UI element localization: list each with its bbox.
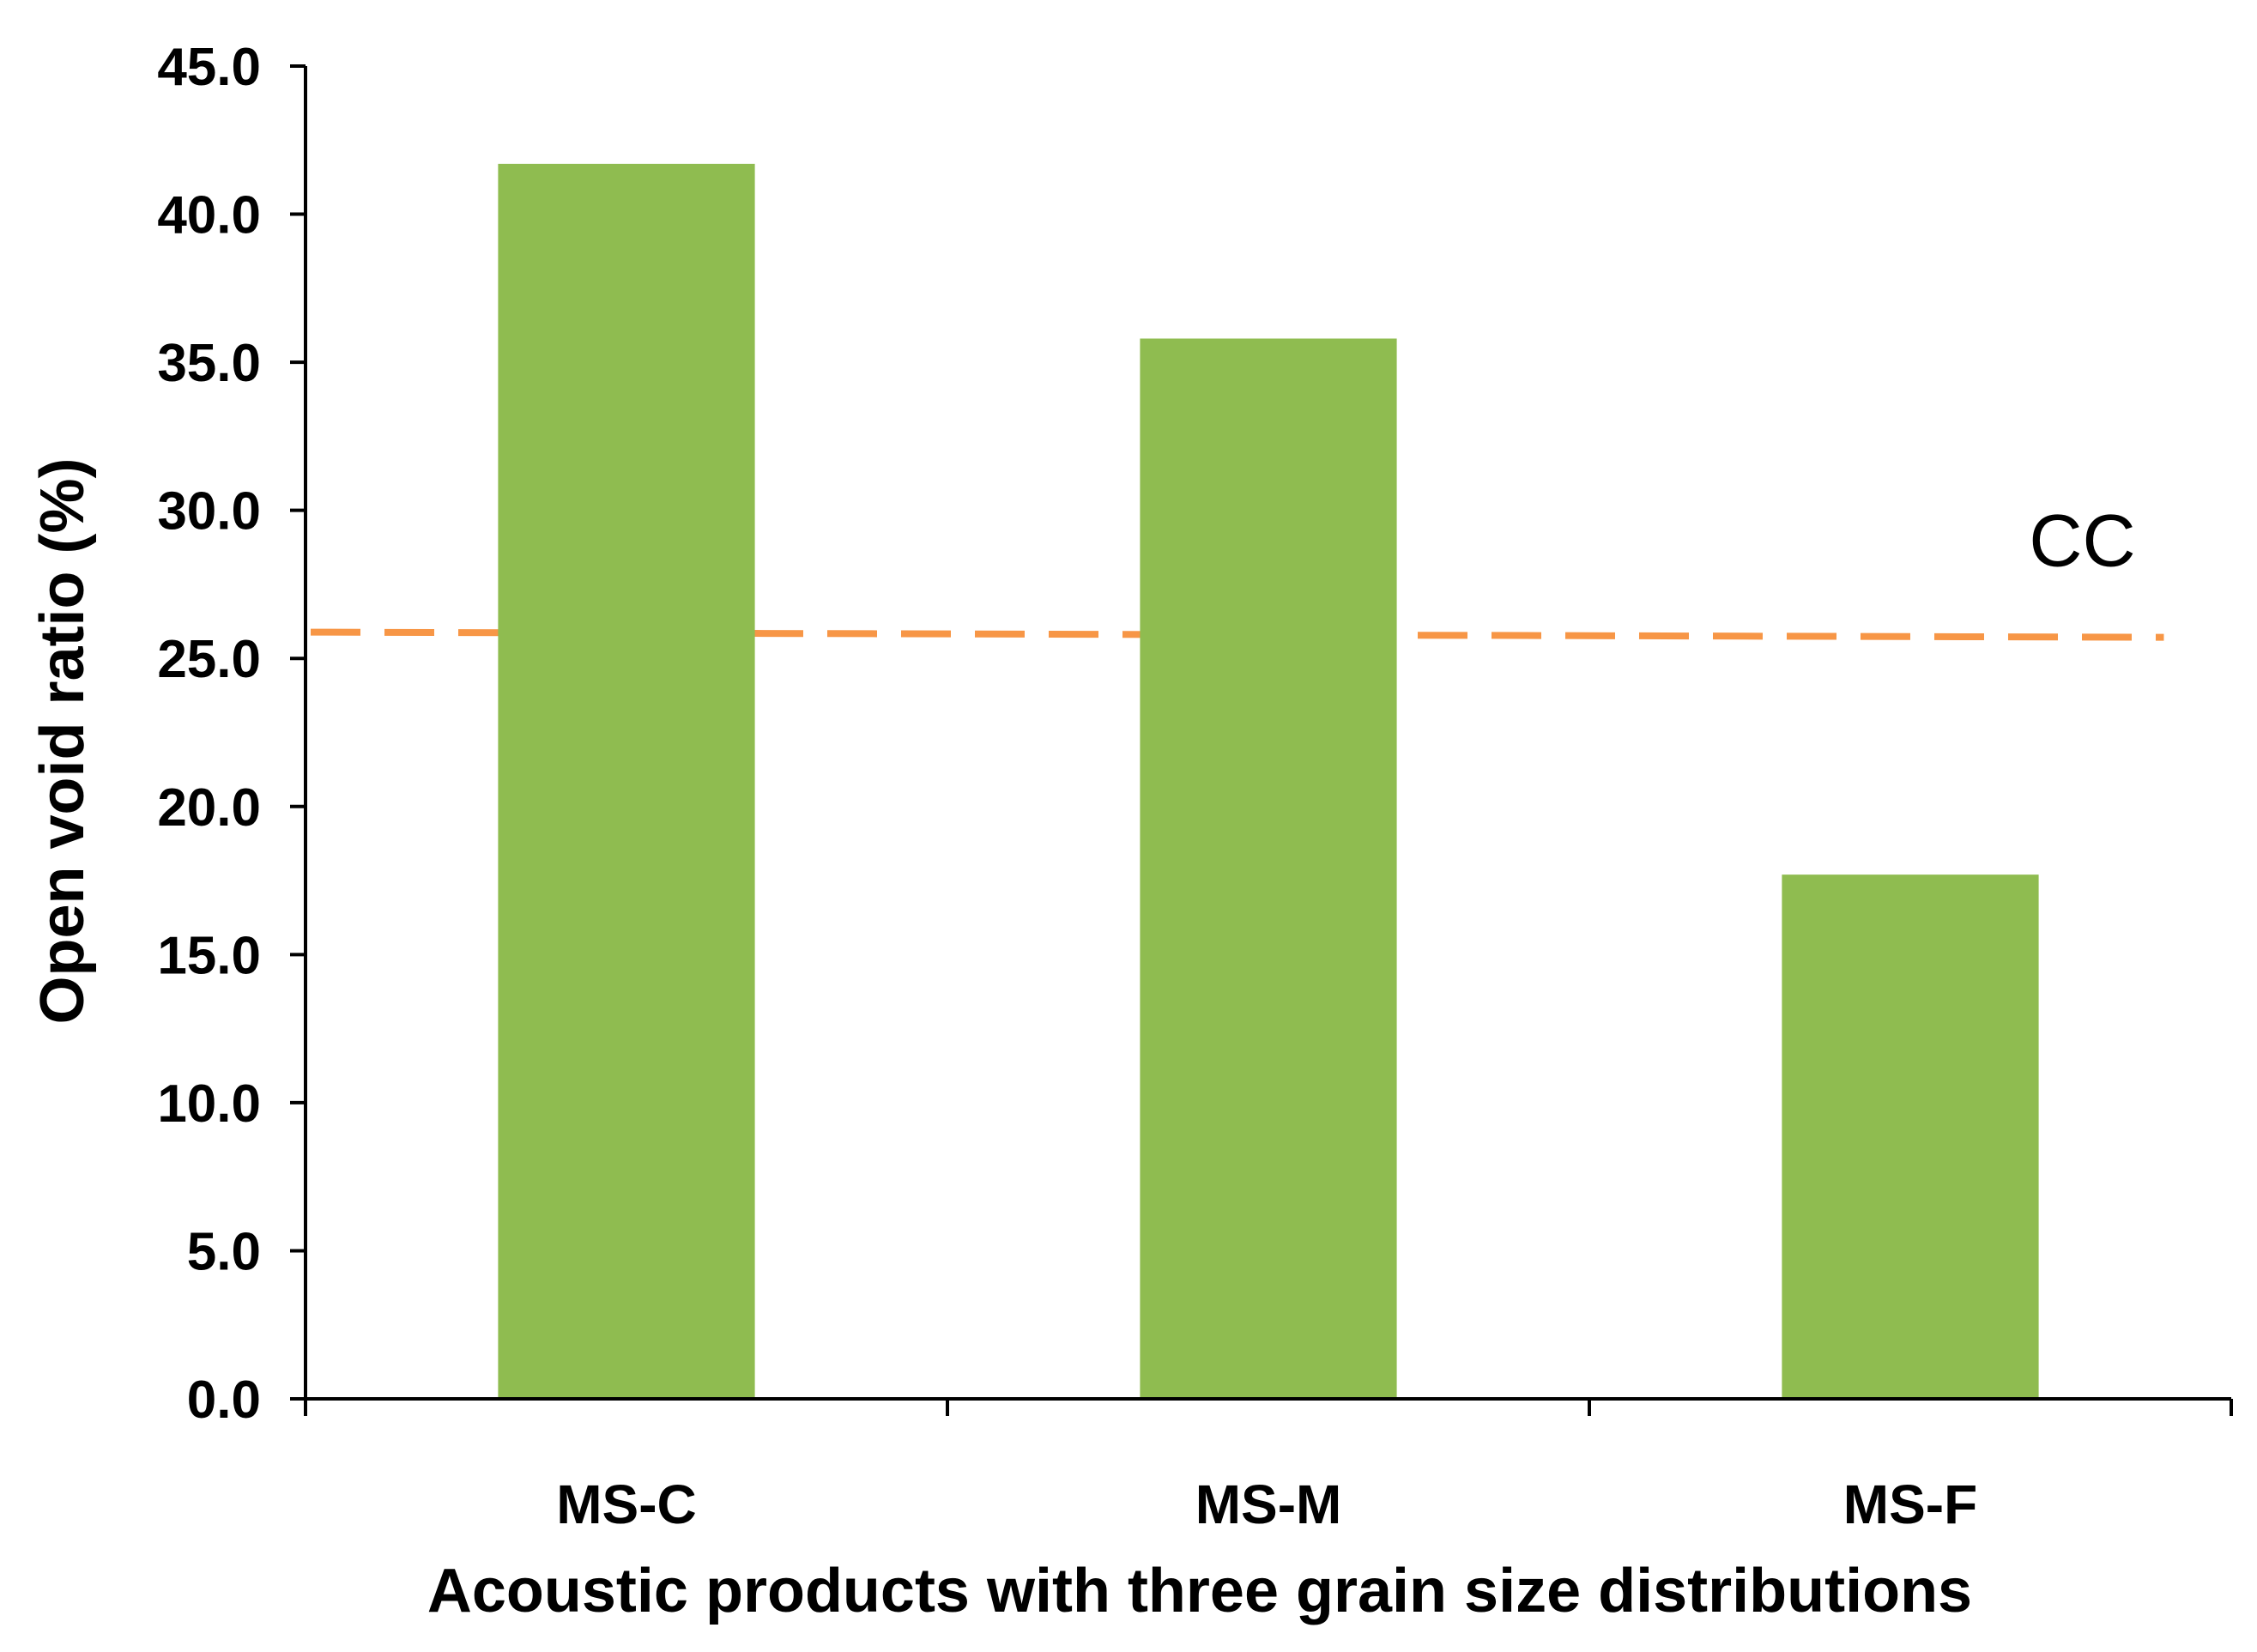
y-axis-title: Open void ratio (%) [28,457,97,1024]
x-tick-label: MS-F [1843,1473,1977,1535]
y-tick-label: 45.0 [157,38,261,97]
x-tick-label: MS-C [556,1473,697,1535]
axes-group [290,64,2233,1416]
y-tick-label: 30.0 [157,482,261,542]
bar-ms-c [498,163,755,1399]
bar-ms-f [1782,874,2039,1399]
x-tick-label: MS-M [1195,1473,1342,1535]
y-tick-label: 15.0 [157,926,261,985]
y-tick-label: 40.0 [157,186,261,245]
y-tick-label: 20.0 [157,778,261,838]
y-tick-label: 5.0 [187,1222,261,1281]
reference-line-label: CC [2029,500,2135,583]
bars-group [498,163,2039,1400]
bar-ms-m [1140,338,1397,1400]
y-tick-label: 25.0 [157,630,261,689]
x-axis-title: Acoustic products with three grain size … [427,1557,1972,1625]
labels-group: MS-C MS-M MS-F 0.0 5.0 10.0 15.0 20.0 25.0 30.0 35… [157,38,1977,1535]
y-tick-label: 35.0 [157,334,261,393]
y-tick-label: 10.0 [157,1074,261,1134]
y-tick-label: 0.0 [187,1371,261,1430]
